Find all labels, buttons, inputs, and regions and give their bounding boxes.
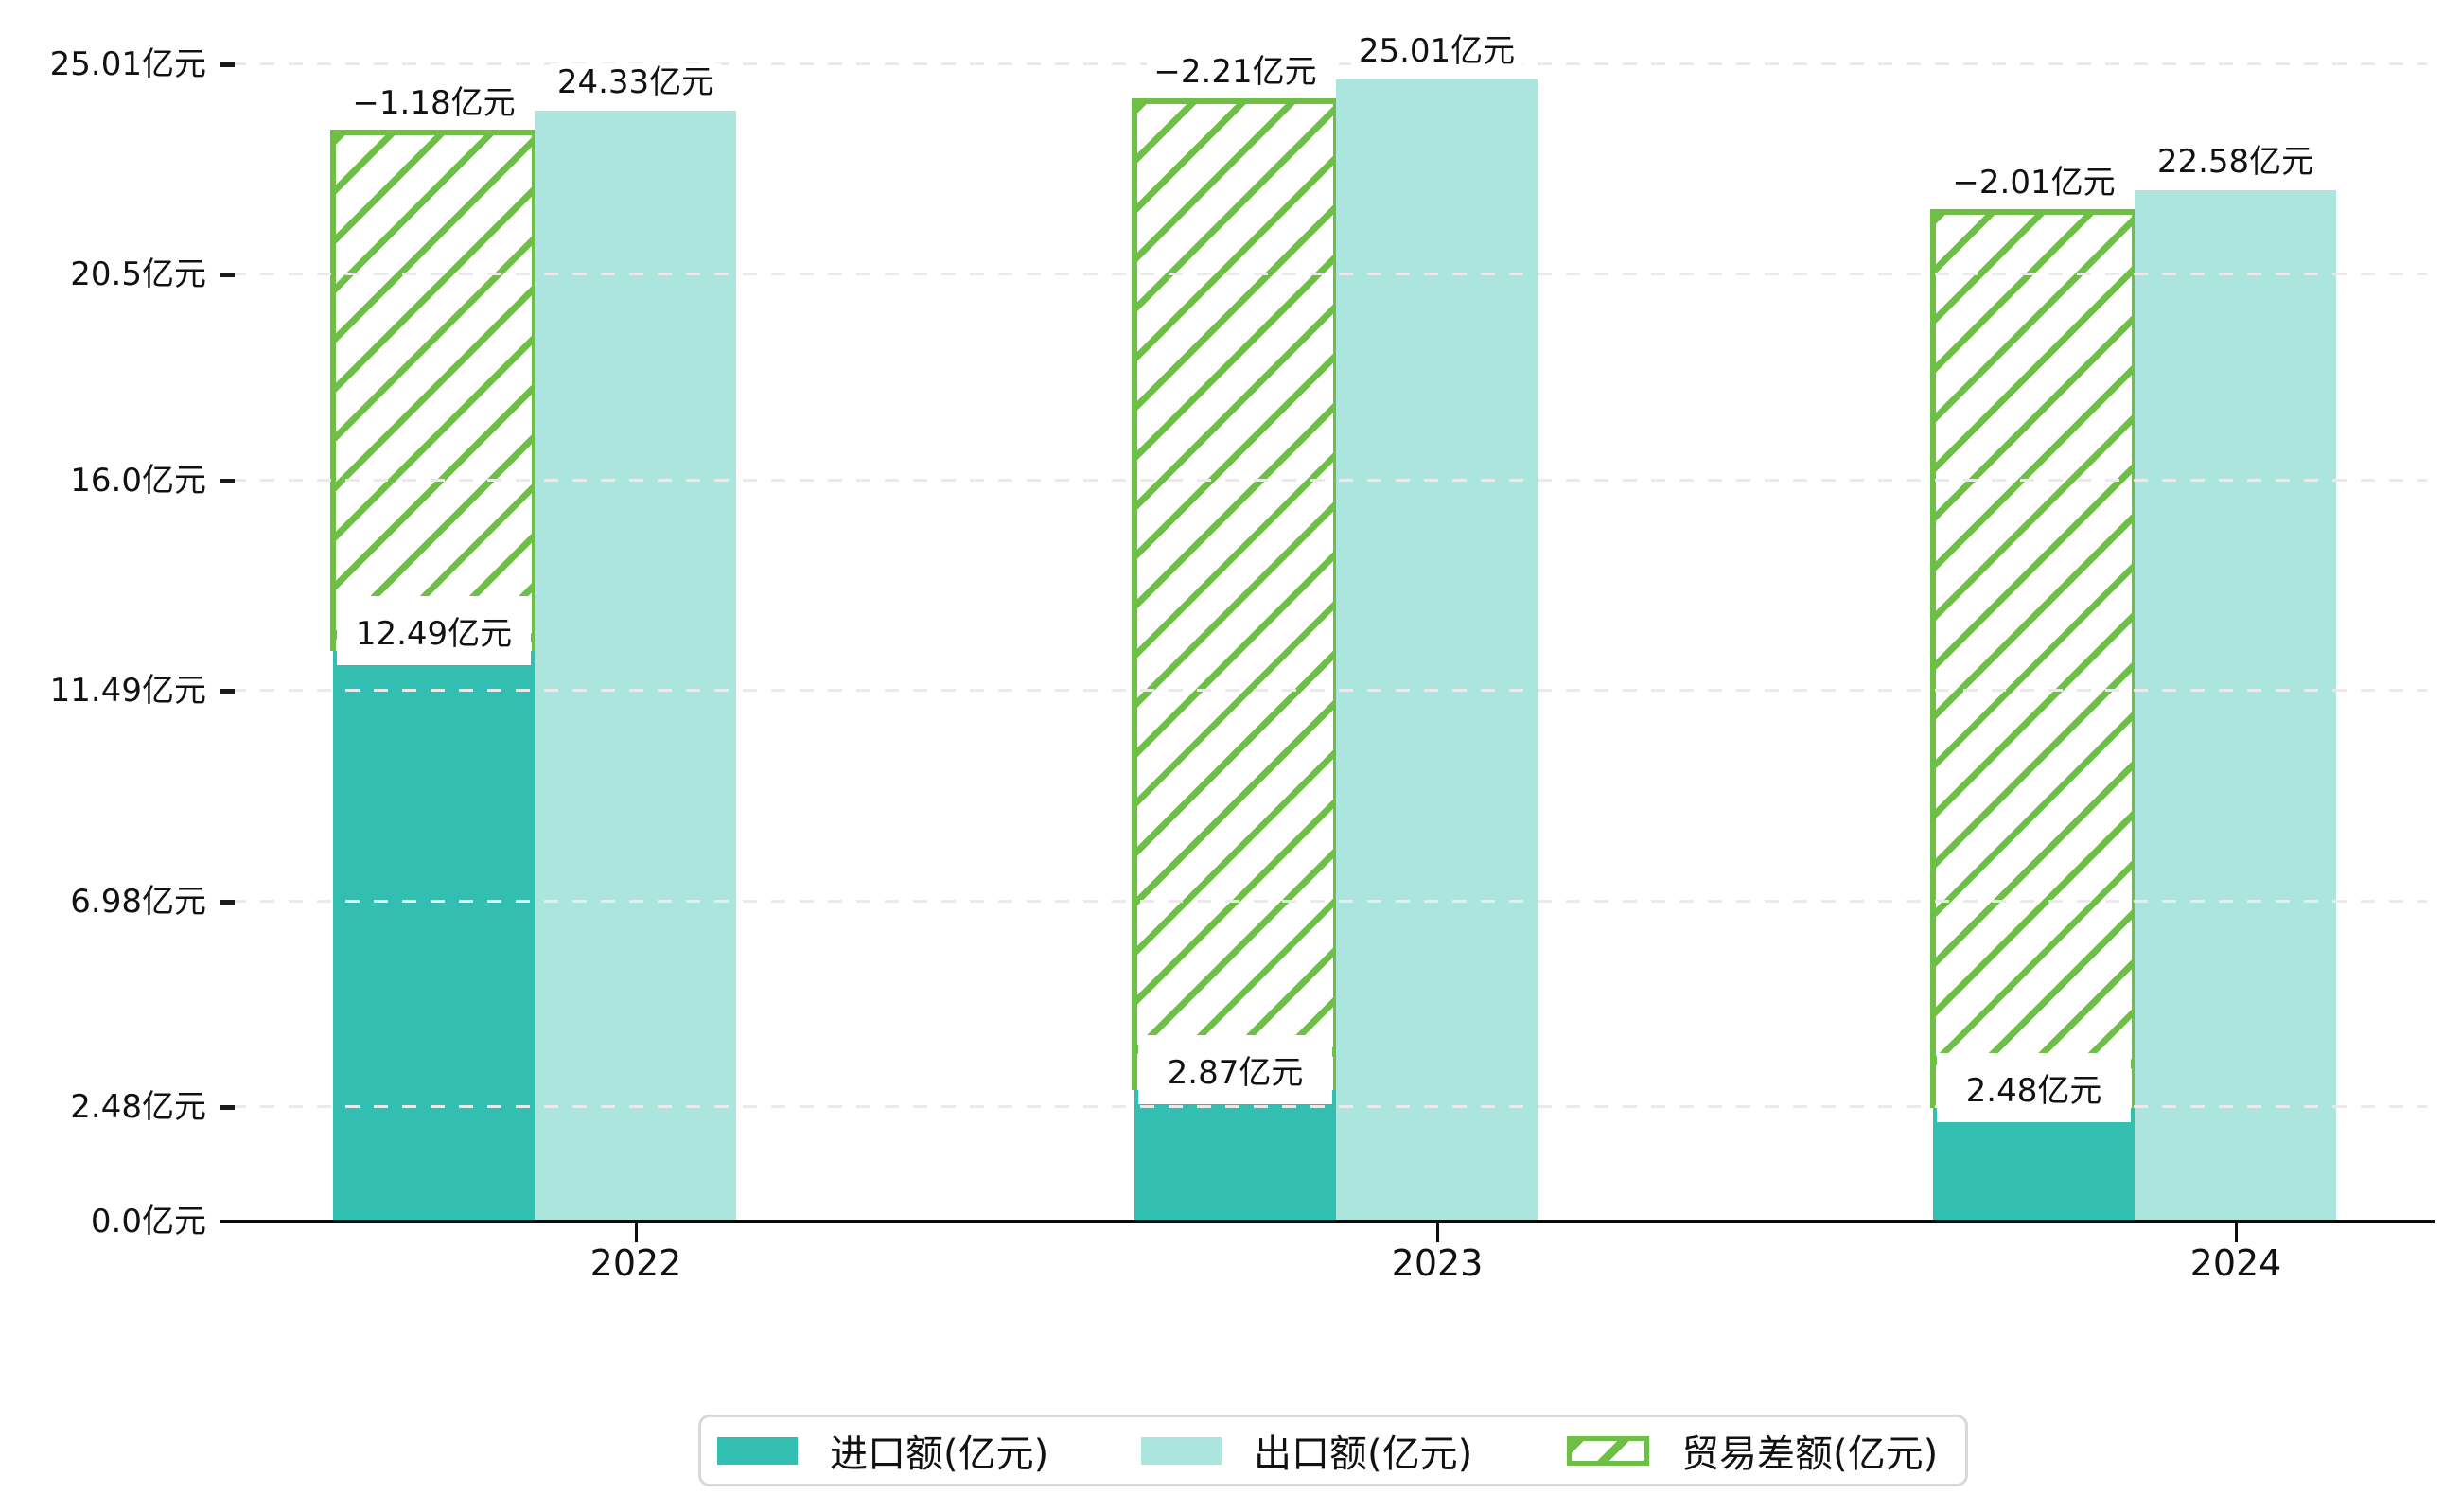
- y-axis-tick: [220, 1105, 235, 1110]
- import-bar: [1933, 1108, 2135, 1222]
- y-axis-tick: [220, 273, 235, 277]
- y-axis-label: 2.48亿元: [70, 1088, 206, 1126]
- x-axis-label: 2022: [589, 1242, 682, 1284]
- legend-label-balance: 贸易差额(亿元): [1681, 1433, 1939, 1476]
- import-bar: [333, 651, 535, 1222]
- import-bar: [1134, 1090, 1336, 1222]
- x-axis-tick: [635, 1223, 638, 1242]
- legend: 进口额(亿元) 出口额(亿元) 贸易差额(亿元): [698, 1415, 1968, 1486]
- legend-item-export: 出口额(亿元): [1141, 1417, 1472, 1484]
- x-axis-line: [220, 1220, 2435, 1223]
- legend-item-balance: 贸易差额(亿元): [1567, 1417, 1938, 1484]
- y-axis-tick: [220, 479, 235, 483]
- y-axis-label: 6.98亿元: [70, 883, 206, 921]
- y-axis-label: 25.01亿元: [49, 45, 206, 83]
- export-value-label: 25.01亿元: [1350, 32, 1523, 71]
- trade-balance-bar: [1132, 98, 1339, 1091]
- y-axis-tick: [220, 900, 235, 905]
- x-axis-label: 2023: [1391, 1242, 1484, 1284]
- balance-value-label: −2.21亿元: [1146, 53, 1325, 92]
- y-axis-tick: [220, 62, 235, 67]
- export-value-label: 24.33亿元: [549, 62, 722, 101]
- gridline: [232, 479, 2427, 482]
- export-value-label: 22.58亿元: [2149, 143, 2322, 182]
- balance-series-swatch: [1567, 1435, 1649, 1466]
- x-axis-label: 2024: [2189, 1242, 2282, 1284]
- y-axis-label: 16.0亿元: [70, 462, 206, 500]
- balance-value-label: −1.18亿元: [344, 83, 523, 122]
- y-axis-tick: [220, 689, 235, 694]
- gridline: [232, 273, 2427, 275]
- import-series-swatch: [717, 1436, 798, 1465]
- trade-balance-bar: [1930, 209, 2137, 1109]
- import-value-label: 2.87亿元: [1138, 1035, 1332, 1105]
- legend-label-export: 出口额(亿元): [1254, 1433, 1473, 1476]
- gridline: [232, 900, 2427, 903]
- gridline: [232, 1105, 2427, 1108]
- gridline: [232, 62, 2427, 65]
- x-axis-tick: [2235, 1223, 2238, 1242]
- x-axis-tick: [1436, 1223, 1439, 1242]
- export-bar: [2135, 190, 2336, 1222]
- y-axis-label: 11.49亿元: [49, 672, 206, 710]
- export-bar: [535, 110, 736, 1222]
- y-axis-label: 0.0亿元: [90, 1203, 206, 1240]
- import-value-label: 2.48亿元: [1937, 1053, 2131, 1123]
- export-bar: [1336, 79, 1538, 1222]
- y-axis-label: 20.5亿元: [70, 255, 206, 293]
- balance-value-label: −2.01亿元: [1944, 164, 2123, 202]
- trade-balance-bar: [330, 129, 537, 652]
- export-series-swatch: [1141, 1436, 1222, 1465]
- legend-label-import: 进口额(亿元): [830, 1433, 1049, 1476]
- import-value-label: 12.49亿元: [337, 596, 531, 666]
- legend-item-import: 进口额(亿元): [717, 1417, 1048, 1484]
- gridline: [232, 689, 2427, 692]
